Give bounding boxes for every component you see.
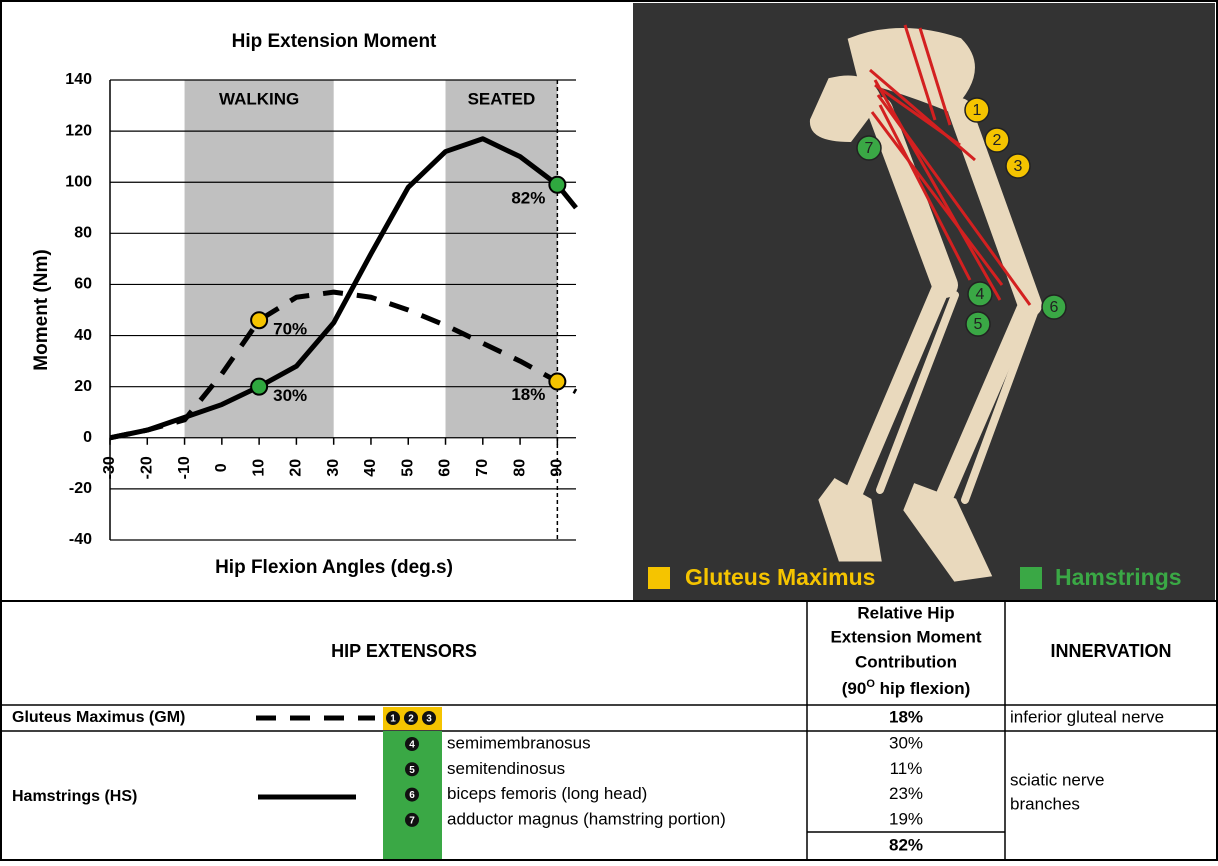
x-tick-label: -10 [176,456,193,479]
callout [967,281,993,307]
anatomy-image [633,3,1215,600]
callout [1005,153,1031,179]
header: Relative Hip [857,603,954,622]
callout-label: 4 [976,286,985,303]
muscle-name: semimembranosus [447,733,591,752]
header: Contribution [855,652,957,671]
header: HIP EXTENSORS [331,641,477,661]
y-tick-label: 140 [65,71,92,88]
muscle-group: Gluteus Maximus (GM) [12,709,185,726]
y-tick-label: 120 [65,122,92,139]
header: (90O hip flexion) [842,678,971,699]
shaded-region [445,80,558,438]
y-tick-label: 0 [83,429,92,446]
legend-label: Gluteus Maximus [685,564,875,590]
contribution: 23% [889,784,923,803]
badge-number: 6 [409,790,415,801]
callout-label: 6 [1050,299,1059,316]
muscle-name: semitendinosus [447,759,565,778]
badge-number: 4 [409,740,415,751]
callout-label: 3 [1014,158,1023,175]
badge-number: 7 [409,816,415,827]
callout-label: 2 [993,132,1002,149]
muscle-name: adductor magnus (hamstring portion) [447,809,726,828]
y-tick-label: -20 [69,480,92,497]
y-tick-label: 100 [65,173,92,190]
series-line [109,289,578,441]
table: HIP EXTENSORS Relative Hip Extension Mom… [1,600,1217,860]
badge-number: 2 [408,714,414,725]
total: 82% [889,835,923,854]
y-tick-label: -40 [69,531,92,548]
number-badge [404,711,418,725]
chart: Hip Extension Moment Hip Flexion Angles … [31,31,578,578]
marker-label: 18% [511,385,545,404]
contribution: 18% [889,707,923,726]
number-badge [386,711,400,725]
innervation: branches [1010,794,1080,813]
legend-swatch [1020,567,1042,589]
x-tick-label: 30 [325,459,342,477]
marker-label: 30% [273,386,307,405]
y-tick-label: 40 [74,327,92,344]
callout [964,97,990,123]
x-tick-label: 40 [362,459,379,477]
innervation: inferior gluteal nerve [1010,707,1164,726]
callout-label: 7 [865,140,874,157]
callout [1041,294,1067,320]
contribution: 19% [889,809,923,828]
callout [965,311,991,337]
x-tick-label: 10 [250,459,267,477]
x-tick-label: -30 [101,456,118,479]
region-label: WALKING [219,89,299,108]
x-tick-label: 70 [474,459,491,477]
marker [250,311,269,330]
number-badge [422,711,436,725]
badge-number: 3 [426,714,432,725]
x-tick-label: 60 [437,459,454,477]
header: INNERVATION [1050,641,1171,661]
y-tick-label: 20 [74,378,92,395]
marker [548,372,567,391]
number-badge [405,812,419,827]
contribution: 30% [889,733,923,752]
marker-label: 82% [511,188,545,207]
x-tick-label: 20 [288,459,305,477]
contribution: 11% [890,759,923,778]
muscle-group: Hamstrings (HS) [12,788,137,805]
muscle-lines [869,24,1032,306]
muscle-name: biceps femoris (long head) [447,784,647,803]
x-tick-label: 80 [511,459,528,477]
x-axis-title: Hip Flexion Angles (deg.s) [215,557,453,578]
region-label: SEATED [468,89,536,108]
number-badge [405,762,419,777]
callout-label: 5 [974,316,983,333]
number-badge [405,787,419,802]
marker [548,175,567,194]
y-axis-title: Moment (Nm) [31,249,52,370]
number-badge [405,737,419,751]
marker-label: 70% [273,320,307,339]
x-tick-label: -20 [138,456,155,479]
y-tick-label: 80 [74,225,92,242]
callout-label: 1 [973,102,982,119]
legend-label: Hamstrings [1055,564,1182,590]
header: Extension Moment [830,627,981,646]
x-tick-label: 0 [213,463,230,472]
callout [984,127,1010,153]
badge-number: 5 [409,765,415,776]
chart-title: Hip Extension Moment [232,31,437,52]
x-tick-label: 50 [399,459,416,477]
marker [250,377,269,396]
y-tick-label: 60 [74,276,92,293]
header-part: hip flexion) [875,679,970,698]
superscript: O [866,678,875,690]
header-part: (90 [842,679,867,698]
badge-number: 1 [390,714,396,725]
legend-swatch [648,567,670,589]
innervation: sciatic nerve [1010,770,1104,789]
callout [856,135,882,161]
